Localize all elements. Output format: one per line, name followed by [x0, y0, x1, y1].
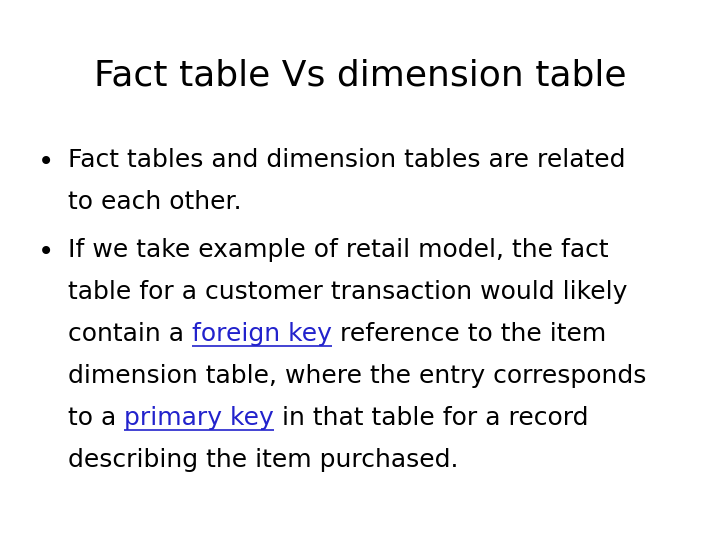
Text: reference to the item: reference to the item: [332, 322, 606, 346]
Text: foreign key: foreign key: [192, 322, 332, 346]
Text: •: •: [38, 148, 54, 176]
Text: table for a customer transaction would likely: table for a customer transaction would l…: [68, 280, 627, 304]
Text: describing the item purchased.: describing the item purchased.: [68, 448, 459, 472]
Text: in that table for a record: in that table for a record: [274, 406, 588, 430]
Text: dimension table, where the entry corresponds: dimension table, where the entry corresp…: [68, 364, 647, 388]
Text: Fact tables and dimension tables are related: Fact tables and dimension tables are rel…: [68, 148, 626, 172]
Text: contain a: contain a: [68, 322, 192, 346]
Text: •: •: [38, 238, 54, 266]
Text: to each other.: to each other.: [68, 190, 242, 214]
Text: primary key: primary key: [125, 406, 274, 430]
Text: Fact table Vs dimension table: Fact table Vs dimension table: [94, 58, 626, 92]
Text: If we take example of retail model, the fact: If we take example of retail model, the …: [68, 238, 608, 262]
Text: to a: to a: [68, 406, 125, 430]
